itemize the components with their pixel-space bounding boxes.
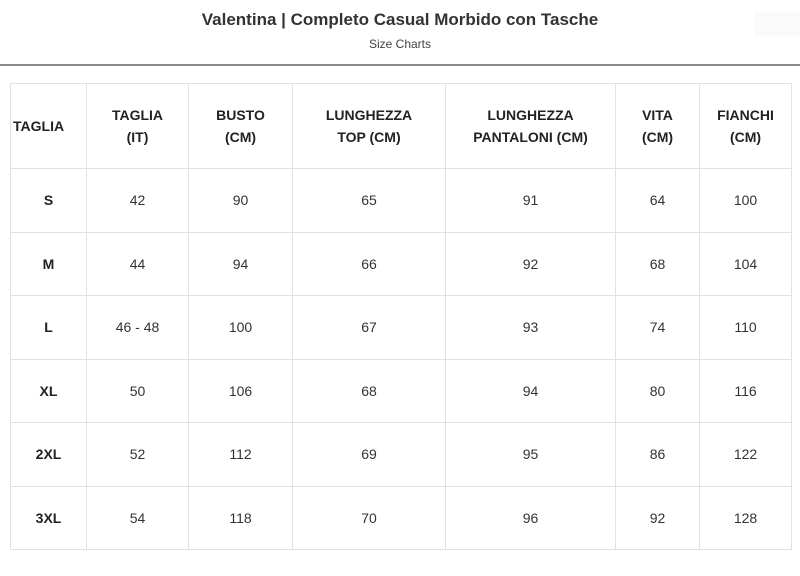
size-label-cell: 3XL [10,485,87,550]
size-label-cell: L [10,295,87,360]
table-header-row: TAGLIA TAGLIA (IT) BUSTO (CM) LUNGHEZZA … [10,83,792,169]
table-cell: 116 [699,358,792,423]
column-header-line: TAGLIA [111,107,164,123]
table-cell: 90 [188,168,293,233]
column-header-busto: BUSTO (CM) [188,83,293,169]
column-header-lunghezza-top: LUNGHEZZA TOP (CM) [292,83,446,169]
table-cell: 69 [292,422,446,487]
column-header-line: (CM) [641,129,674,145]
table-cell: 74 [615,295,700,360]
table-cell: 94 [188,231,293,296]
table-cell: 64 [615,168,700,233]
column-header-line: PANTALONI (CM) [473,129,588,145]
column-header-line: TOP (CM) [337,129,401,145]
column-header-line: VITA [642,107,673,123]
table-cell: 93 [445,295,616,360]
table-cell: 42 [86,168,189,233]
table-cell: 92 [445,231,616,296]
column-header-vita: VITA (CM) [615,83,700,169]
table-cell: 50 [86,358,189,423]
table-cell: 66 [292,231,446,296]
table-cell: 104 [699,231,792,296]
column-header-fianchi: FIANCHI (CM) [699,83,792,169]
table-cell: 122 [699,422,792,487]
column-header-line: (IT) [126,129,149,145]
table-cell: 54 [86,485,189,550]
column-header-line: (CM) [224,129,257,145]
page-header: Valentina | Completo Casual Morbido con … [0,0,800,66]
column-header-taglia: TAGLIA [10,83,87,169]
size-label-cell: S [10,168,87,233]
table-cell: 112 [188,422,293,487]
table-cell: 96 [445,485,616,550]
table-cell: 44 [86,231,189,296]
column-header-line: TAGLIA [13,118,65,134]
table-cell: 80 [615,358,700,423]
table-row: XL 50 106 68 94 80 116 [10,358,792,423]
column-header-taglia-it: TAGLIA (IT) [86,83,189,169]
table-cell: 65 [292,168,446,233]
table-cell: 100 [699,168,792,233]
table-cell: 70 [292,485,446,550]
table-row: S 42 90 65 91 64 100 [10,168,792,233]
table-cell: 110 [699,295,792,360]
table-cell: 86 [615,422,700,487]
column-header-lunghezza-pantaloni: LUNGHEZZA PANTALONI (CM) [445,83,616,169]
column-header-line: (CM) [729,129,762,145]
size-label-cell: 2XL [10,422,87,487]
size-label-cell: XL [10,358,87,423]
table-row: 2XL 52 112 69 95 86 122 [10,422,792,487]
table-cell: 100 [188,295,293,360]
size-chart-table: TAGLIA TAGLIA (IT) BUSTO (CM) LUNGHEZZA … [10,83,792,550]
table-cell: 67 [292,295,446,360]
table-cell: 94 [445,358,616,423]
table-cell: 95 [445,422,616,487]
page-title: Valentina | Completo Casual Morbido con … [201,10,599,29]
table-row: M 44 94 66 92 68 104 [10,231,792,296]
header-corner-area [754,12,800,36]
table-cell: 68 [615,231,700,296]
column-header-line: FIANCHI [717,107,774,123]
table-cell: 118 [188,485,293,550]
column-header-line: BUSTO [216,107,265,123]
table-cell: 106 [188,358,293,423]
table-cell: 128 [699,485,792,550]
table-row: 3XL 54 118 70 96 92 128 [10,485,792,550]
column-header-line: LUNGHEZZA [325,107,413,123]
table-cell: 92 [615,485,700,550]
table-cell: 68 [292,358,446,423]
table-cell: 46 - 48 [86,295,189,360]
table-cell: 52 [86,422,189,487]
size-label-cell: M [10,231,87,296]
table-row: L 46 - 48 100 67 93 74 110 [10,295,792,360]
page-subtitle: Size Charts [368,37,432,51]
table-cell: 91 [445,168,616,233]
column-header-line: LUNGHEZZA [487,107,574,123]
